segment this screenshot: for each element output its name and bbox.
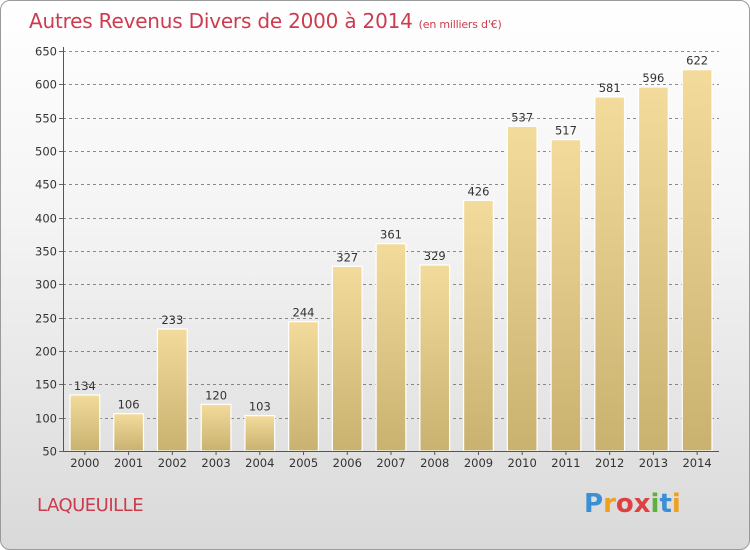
data-label: 327 [336,250,358,264]
data-label: 329 [424,249,446,263]
y-tick-label: 350 [35,245,57,259]
data-label: 134 [74,379,96,393]
y-tick-label: 600 [35,78,57,92]
y-tick-label: 450 [35,178,57,192]
y-tick-label: 50 [42,445,57,459]
x-tick-label: 2011 [551,456,580,470]
axes: 50 100 150 200 250 300 350 400 450 500 550 600 650 20… [35,45,719,470]
x-tick-label: 2002 [158,456,187,470]
logo-letter: t [659,489,672,519]
data-label: 537 [511,110,533,124]
x-tick-label: 2005 [289,456,318,470]
data-label: 244 [293,306,315,320]
bar [462,199,494,452]
y-tick-label: 300 [35,278,57,292]
commune-name: LAQUEUILLE [37,495,144,516]
bar [69,394,101,452]
bar [594,96,626,452]
chart-title-text: Autres Revenus Divers de 2000 à 2014 [29,9,413,33]
bar [244,415,276,452]
x-tick-label: 2010 [508,456,537,470]
bars [69,69,713,452]
x-tick-label: 2009 [464,456,493,470]
x-tick-label: 2014 [682,456,711,470]
x-tick-label: 2000 [70,456,99,470]
y-tick-label: 100 [35,412,57,426]
bar [550,139,582,452]
data-label: 361 [380,228,402,242]
data-label: 581 [599,81,621,95]
x-tick-label: 2001 [114,456,143,470]
y-tick-label: 550 [35,112,57,126]
chart-subtitle: (en milliers d'€) [418,18,502,31]
data-label: 233 [161,313,183,327]
data-label: 106 [118,398,140,412]
y-tick-label: 400 [35,212,57,226]
chart-title: Autres Revenus Divers de 2000 à 2014 (en … [29,9,502,33]
bar [331,265,363,452]
x-tick-label: 2003 [201,456,230,470]
y-tick-label: 250 [35,312,57,326]
data-label: 103 [249,400,271,414]
data-label: 426 [467,184,489,198]
bar [375,243,407,452]
y-tick-label: 150 [35,378,57,392]
y-tick-label: 500 [35,145,57,159]
x-tick-label: 2004 [245,456,274,470]
x-tick-label: 2013 [639,456,668,470]
logo-letter: r [603,489,616,519]
bar [419,264,451,452]
data-label: 622 [686,54,708,68]
logo-letter: P [584,489,604,519]
bar [156,328,188,452]
x-tick-label: 2008 [420,456,449,470]
bar [637,86,669,452]
x-tick-label: 2007 [376,456,405,470]
logo-letter: o [615,489,634,519]
data-labels: 134 106 233 120 103 244 327 361 329 426 537 517 581 5… [74,54,708,414]
logo-letter: i [671,489,681,519]
bar [681,69,713,452]
data-label: 596 [642,71,664,85]
bar [288,321,320,452]
data-label: 120 [205,388,227,402]
x-tick-label: 2012 [595,456,624,470]
bar [113,413,145,452]
x-tick-label: 2006 [333,456,362,470]
logo-letter: i [650,489,660,519]
data-label: 517 [555,124,577,138]
y-tick-label: 200 [35,345,57,359]
bar [200,403,232,452]
y-tick-label: 650 [35,45,57,59]
proxiti-logo: Proxiti [584,489,681,519]
bar [506,125,538,452]
logo-letter: x [633,489,651,519]
